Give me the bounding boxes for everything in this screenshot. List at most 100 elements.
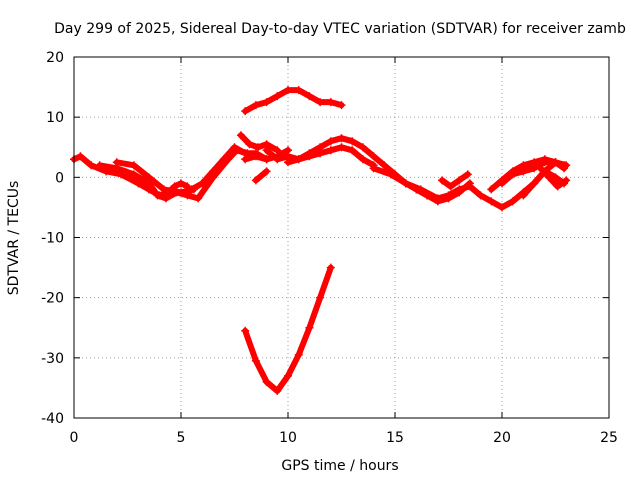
data-point xyxy=(433,197,442,206)
data-point xyxy=(326,98,335,107)
series-track-9 xyxy=(241,146,292,164)
data-point xyxy=(476,191,485,200)
data-point xyxy=(386,170,395,179)
data-point xyxy=(444,194,453,203)
data-point xyxy=(326,263,335,272)
data-point xyxy=(241,326,250,335)
data-point xyxy=(401,179,410,188)
data-point xyxy=(337,101,346,110)
data-point xyxy=(129,161,138,170)
series-track-5 xyxy=(236,131,282,155)
data-point xyxy=(358,143,367,152)
data-point xyxy=(508,197,517,206)
data-point xyxy=(540,158,549,167)
data-point xyxy=(305,149,314,158)
data-point xyxy=(284,146,292,155)
data-point xyxy=(337,134,346,143)
x-tick-label: 10 xyxy=(279,430,297,446)
data-point xyxy=(262,377,271,386)
series-track-10 xyxy=(241,263,335,395)
data-point xyxy=(198,179,207,188)
data-point xyxy=(245,140,254,149)
data-point xyxy=(487,185,496,194)
data-point xyxy=(219,155,228,164)
data-series xyxy=(70,86,571,395)
data-point xyxy=(551,158,560,167)
x-axis-label: GPS time / hours xyxy=(281,458,398,474)
data-point xyxy=(273,386,282,395)
y-tick-label: -30 xyxy=(41,351,64,367)
series-track-13 xyxy=(412,179,474,206)
data-point xyxy=(262,167,271,176)
data-point xyxy=(236,131,245,140)
data-point xyxy=(498,179,506,188)
y-tick-label: 20 xyxy=(46,50,64,66)
data-point xyxy=(519,167,528,176)
data-point xyxy=(463,170,472,179)
data-point xyxy=(251,356,260,365)
data-point xyxy=(262,155,271,164)
data-point xyxy=(560,164,569,173)
data-point xyxy=(316,293,325,302)
data-point xyxy=(438,176,447,185)
series-line xyxy=(242,87,345,115)
y-axis-label: SDTVAR / TECUs xyxy=(6,181,22,296)
data-point xyxy=(262,146,271,155)
data-point xyxy=(162,194,171,203)
data-point xyxy=(241,155,250,164)
data-point xyxy=(545,173,554,182)
axis-ticks: 0 5 10 15 20 25 -40 -30 -20 -10 0 10 20 xyxy=(41,50,618,446)
x-tick-label: 5 xyxy=(177,430,186,446)
y-tick-label: -20 xyxy=(41,291,64,307)
data-point xyxy=(87,161,96,170)
data-point xyxy=(305,92,314,101)
data-point xyxy=(446,182,455,191)
data-point xyxy=(251,101,260,110)
data-point xyxy=(498,203,506,212)
data-point xyxy=(284,371,292,380)
series-track-18 xyxy=(536,164,571,191)
data-point xyxy=(254,143,263,152)
data-point xyxy=(284,86,292,95)
data-point xyxy=(326,137,335,146)
data-point xyxy=(348,137,357,146)
data-point xyxy=(455,176,464,185)
y-tick-label: -40 xyxy=(41,411,64,427)
data-point xyxy=(177,179,185,188)
series-line xyxy=(252,168,270,184)
chart-title: Day 299 of 2025, Sidereal Day-to-day VTE… xyxy=(54,21,626,37)
data-point xyxy=(305,323,314,332)
data-point xyxy=(369,152,378,161)
x-tick-label: 25 xyxy=(600,430,618,446)
data-point xyxy=(294,155,303,164)
data-point xyxy=(380,161,389,170)
data-point xyxy=(487,197,496,206)
data-point xyxy=(536,164,545,173)
data-point xyxy=(358,155,367,164)
data-point xyxy=(194,194,203,203)
data-point xyxy=(134,179,143,188)
data-point xyxy=(530,179,539,188)
x-tick-label: 15 xyxy=(386,430,404,446)
series-line xyxy=(537,165,570,190)
data-point xyxy=(251,152,260,161)
data-point xyxy=(129,170,138,179)
data-point xyxy=(423,191,432,200)
data-point xyxy=(412,185,421,194)
data-point xyxy=(262,98,271,107)
data-point xyxy=(508,170,517,179)
series-track-11 xyxy=(241,86,346,116)
data-point xyxy=(348,146,357,155)
series-line xyxy=(439,171,471,190)
x-tick-label: 0 xyxy=(70,430,79,446)
data-point xyxy=(465,179,474,188)
data-point xyxy=(326,146,335,155)
data-point xyxy=(95,161,104,170)
data-point xyxy=(209,167,218,176)
data-point xyxy=(273,152,282,161)
data-point xyxy=(177,188,185,197)
data-point xyxy=(76,152,85,161)
data-point xyxy=(112,158,121,167)
